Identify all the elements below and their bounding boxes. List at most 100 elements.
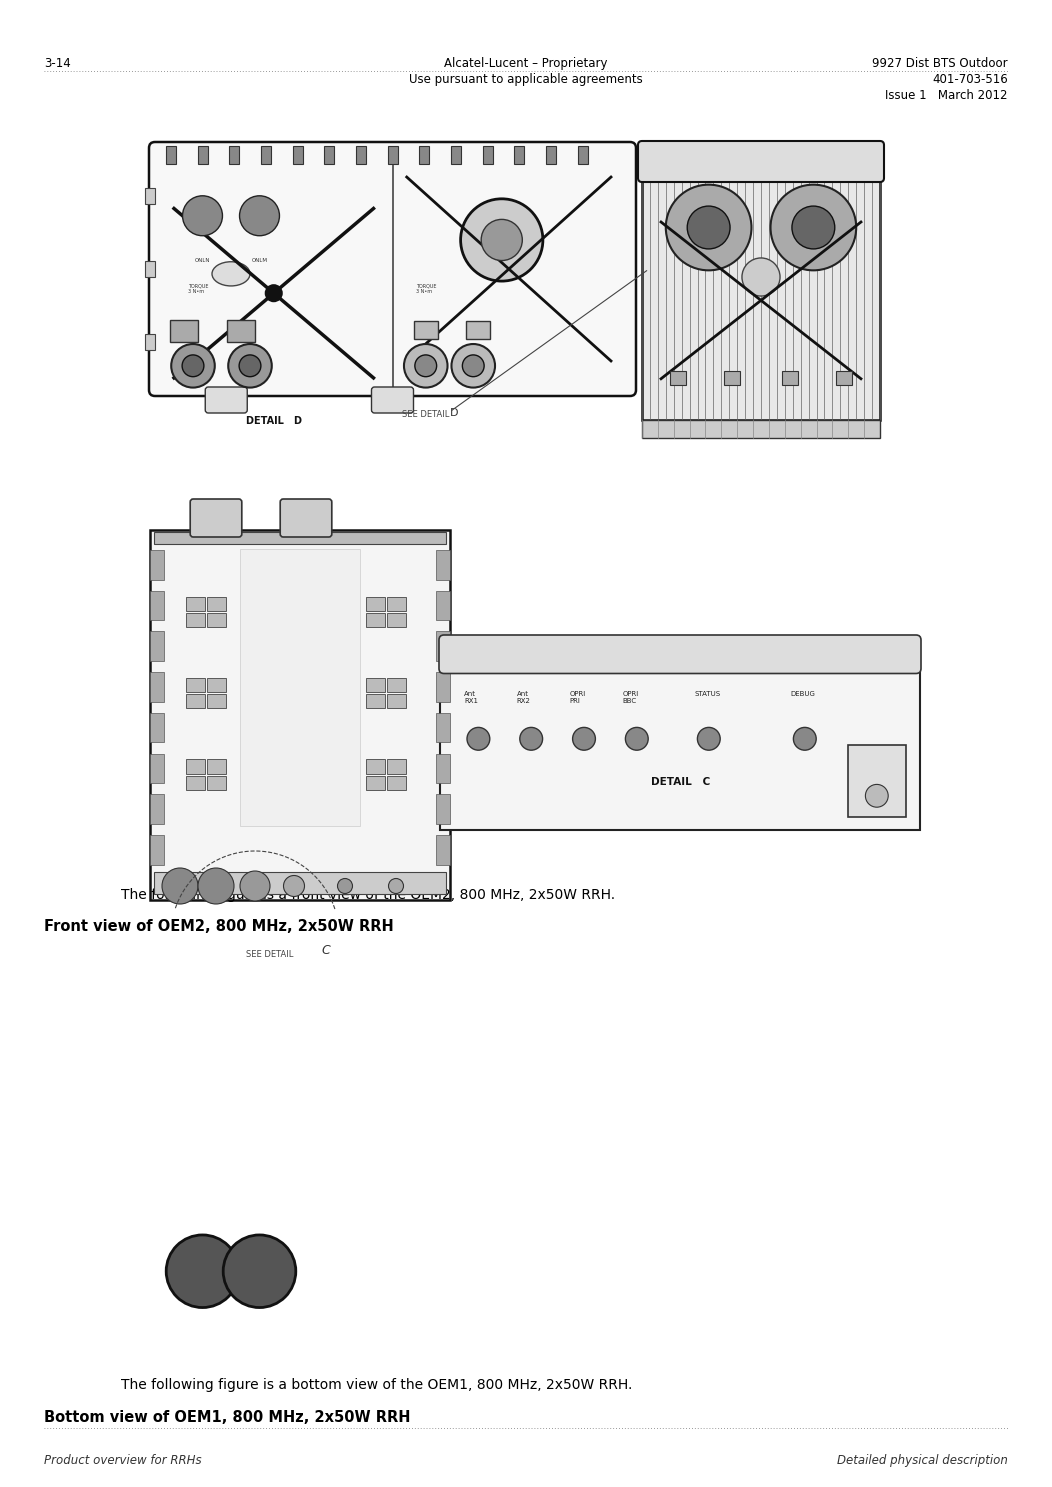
FancyBboxPatch shape — [205, 387, 247, 413]
Text: Bottom view of OEM1, 800 MHz, 2x50W RRH: Bottom view of OEM1, 800 MHz, 2x50W RRH — [44, 1410, 410, 1425]
Bar — [166, 146, 176, 164]
Bar — [154, 532, 446, 544]
Bar — [366, 694, 385, 708]
Circle shape — [171, 343, 215, 388]
Bar — [436, 754, 450, 784]
Text: OPRI
BBC: OPRI BBC — [623, 691, 639, 705]
Circle shape — [687, 207, 730, 248]
Circle shape — [414, 355, 437, 376]
Bar — [145, 333, 155, 349]
Bar — [436, 590, 450, 620]
Bar — [240, 549, 360, 825]
Bar — [436, 712, 450, 742]
Text: The following figure is a front view of the OEM2, 800 MHz, 2x50W RRH.: The following figure is a front view of … — [121, 888, 615, 901]
Circle shape — [162, 868, 198, 904]
Circle shape — [572, 727, 595, 751]
Bar — [366, 776, 385, 790]
Bar — [436, 834, 450, 864]
Bar — [145, 189, 155, 204]
Bar — [150, 632, 164, 662]
Circle shape — [166, 1234, 239, 1307]
Bar — [207, 678, 226, 693]
Circle shape — [481, 220, 523, 260]
Bar — [186, 694, 205, 708]
Bar — [546, 146, 555, 164]
FancyBboxPatch shape — [638, 141, 884, 181]
Bar — [207, 760, 226, 773]
Circle shape — [451, 343, 495, 388]
Bar — [169, 320, 198, 342]
Text: Ant
RX1: Ant RX1 — [464, 691, 478, 705]
Bar — [578, 146, 587, 164]
Bar — [150, 834, 164, 864]
Bar — [324, 146, 335, 164]
Bar — [150, 712, 164, 742]
Circle shape — [467, 727, 490, 751]
FancyBboxPatch shape — [149, 141, 636, 396]
Circle shape — [866, 785, 888, 807]
Circle shape — [223, 1234, 296, 1307]
Circle shape — [239, 355, 261, 376]
Bar — [848, 745, 906, 816]
Bar — [207, 694, 226, 708]
Circle shape — [283, 876, 304, 897]
Circle shape — [198, 868, 234, 904]
Text: Ant
RX2: Ant RX2 — [517, 691, 530, 705]
FancyBboxPatch shape — [190, 500, 242, 537]
Bar — [150, 590, 164, 620]
Bar — [387, 596, 406, 611]
Bar — [387, 760, 406, 773]
Bar — [150, 754, 164, 784]
Circle shape — [625, 727, 648, 751]
Bar — [670, 370, 686, 385]
Text: ONLN: ONLN — [195, 259, 210, 263]
Bar — [366, 613, 385, 628]
Circle shape — [240, 196, 280, 236]
Bar — [436, 672, 450, 702]
Text: 9927 Dist BTS Outdoor: 9927 Dist BTS Outdoor — [872, 57, 1008, 70]
Text: SEE DETAIL: SEE DETAIL — [246, 950, 294, 959]
Bar — [150, 794, 164, 824]
FancyBboxPatch shape — [280, 500, 331, 537]
Bar — [466, 321, 490, 339]
Text: DEBUG: DEBUG — [790, 691, 815, 697]
Bar — [207, 776, 226, 790]
Text: DETAIL   C: DETAIL C — [651, 776, 710, 787]
Bar — [292, 146, 303, 164]
Circle shape — [792, 207, 835, 248]
Bar — [387, 776, 406, 790]
Text: OPRI
PRI: OPRI PRI — [569, 691, 586, 705]
Bar — [725, 370, 741, 385]
Bar — [207, 596, 226, 611]
Bar — [483, 146, 492, 164]
Circle shape — [666, 184, 751, 271]
Circle shape — [182, 355, 204, 376]
Circle shape — [793, 727, 816, 751]
Bar — [440, 639, 920, 830]
Bar — [436, 632, 450, 662]
Text: C: C — [321, 944, 329, 958]
Text: Detailed physical description: Detailed physical description — [837, 1454, 1008, 1468]
Circle shape — [388, 879, 404, 894]
Bar — [198, 146, 207, 164]
Circle shape — [463, 355, 484, 376]
Text: SEE DETAIL: SEE DETAIL — [402, 410, 449, 419]
Circle shape — [697, 727, 721, 751]
Circle shape — [461, 199, 543, 281]
Bar — [186, 760, 205, 773]
Circle shape — [228, 343, 271, 388]
Bar — [229, 146, 239, 164]
Circle shape — [266, 286, 282, 302]
Bar — [387, 678, 406, 693]
Text: 3-14: 3-14 — [44, 57, 70, 70]
Bar — [150, 672, 164, 702]
Text: Issue 1   March 2012: Issue 1 March 2012 — [886, 89, 1008, 101]
Bar — [150, 550, 164, 580]
Bar — [451, 146, 461, 164]
Bar — [207, 613, 226, 628]
Bar — [261, 146, 270, 164]
Text: STATUS: STATUS — [694, 691, 721, 697]
Text: DETAIL   D: DETAIL D — [246, 416, 302, 425]
Bar — [366, 596, 385, 611]
FancyBboxPatch shape — [371, 387, 413, 413]
